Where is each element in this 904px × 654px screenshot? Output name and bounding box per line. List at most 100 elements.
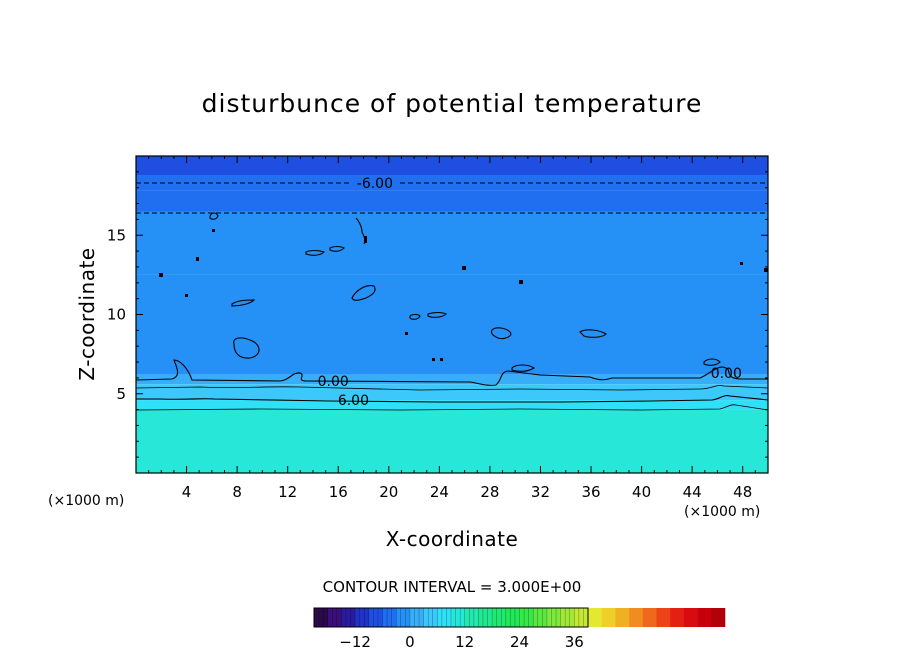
contour-blob [209,212,219,220]
colorbar-swatch [601,608,616,627]
colorbar-swatch [519,608,534,627]
field-band [136,211,768,275]
contour-blob [231,299,256,307]
x-tick-label: 28 [480,483,499,501]
x-tick-label: 20 [379,483,398,501]
colorbar-swatch [451,608,465,627]
x-tick-label: 48 [733,483,752,501]
colorbar-swatch [478,608,493,627]
x-tick-label: 4 [182,483,192,501]
contour-dot [432,358,435,361]
field-band [136,384,768,401]
contour-blob [703,358,721,366]
x-axis-unit: (×1000 m) [684,504,760,520]
field-band [136,190,768,212]
colorbar-tick-label: 24 [510,633,529,651]
colorbar-tick-label: −12 [339,633,371,651]
colorbar-swatch [368,608,383,627]
contour-dot [364,236,367,243]
x-axis-label: X-coordinate [386,527,519,551]
contour-dots [159,229,768,361]
y-axis-label: Z-coordinate [75,247,99,380]
contour-line-3 [136,385,768,391]
field-band [136,156,768,176]
contour-dot [440,358,443,361]
contour-dot [185,294,188,297]
field-band [136,400,768,410]
contour-dot [764,268,768,272]
contour-line-9 [136,404,768,411]
contour-blob [409,313,421,320]
x-tick-label: 16 [329,483,348,501]
colorbar-swatch [355,608,370,627]
colorbar-swatch [683,608,698,627]
contour-dot [405,332,408,335]
contour-dot [212,229,215,232]
contour-dot [462,266,466,270]
colorbar-swatch [382,608,397,627]
colorbar-swatch [437,608,452,627]
contour-label: 6.00 [338,393,369,409]
contour-blob [579,329,607,338]
colorbar-swatch [642,608,657,627]
colorbar-swatch [615,608,630,627]
colorbar-swatch [629,608,644,627]
contour-blob [233,337,260,359]
y-axis-unit: (×1000 m) [48,493,124,509]
contour-dot [740,262,743,265]
contour-blob [329,245,345,252]
colorbar-swatch [711,608,726,627]
x-axis-ticks: 4 8 12 16 20 24 28 32 36 40 44 48 [148,156,756,501]
contour-blob [511,364,535,372]
contour-label: -6.00 [357,176,393,192]
field-band [136,274,768,375]
x-tick-label: 24 [430,483,449,501]
plot-area: -6.000.006.000.00 4 8 12 16 20 24 28 32 36 40 44 48… [107,155,769,501]
colorbar-swatch [492,608,507,627]
contour-dot [519,280,523,284]
x-tick-label: 44 [683,483,702,501]
colorbar-swatch [560,608,575,627]
contour-blob [490,327,512,340]
contour-dot [196,257,199,261]
colorbar-swatch [546,608,561,627]
field-band [136,409,768,473]
x-tick-label: 8 [232,483,242,501]
x-tick-label: 36 [581,483,600,501]
x-tick-label: 12 [278,483,297,501]
colorbar-swatch [656,608,671,627]
y-axis-ticks: 5 10 15 [107,171,768,458]
colorbar-swatch [423,608,438,627]
contour-blob [351,285,376,301]
colorbar-swatch [670,608,685,627]
colorbar-swatch [505,608,520,627]
colorbar-swatch [697,608,712,627]
contour-interval-label: CONTOUR INTERVAL = 3.000E+00 [323,578,582,596]
colorbar-tick-label: 36 [565,633,584,651]
field-bands [136,156,768,473]
x-tick-label: 40 [632,483,651,501]
x-tick-label: 32 [531,483,550,501]
contour-blob [427,311,447,318]
colorbar-swatch [341,608,356,627]
chart-title: disturbunce of potential temperature [202,89,703,118]
colorbar-swatch [574,608,589,627]
colorbar-swatch [396,608,411,627]
colorbar-swatch [464,608,479,627]
y-tick-label: 5 [116,385,126,403]
colorbar-frame [313,607,589,628]
field-band [136,374,768,385]
colorbar-swatch [314,608,328,627]
y-tick-label: 15 [107,226,126,244]
contour-label: 0.00 [711,366,742,382]
colorbar-tick-label: 0 [405,633,415,651]
colorbar-swatch [409,608,424,627]
colorbar-tick-label: 12 [455,633,474,651]
colorbar-swatch [327,608,342,627]
contour-label: 0.00 [318,374,349,390]
contour-line-6 [136,395,768,403]
contour-blob [305,249,326,256]
contour-labels: -6.00 0.00 6.00 0.00 [318,176,742,409]
colorbar-swatch [533,608,548,627]
